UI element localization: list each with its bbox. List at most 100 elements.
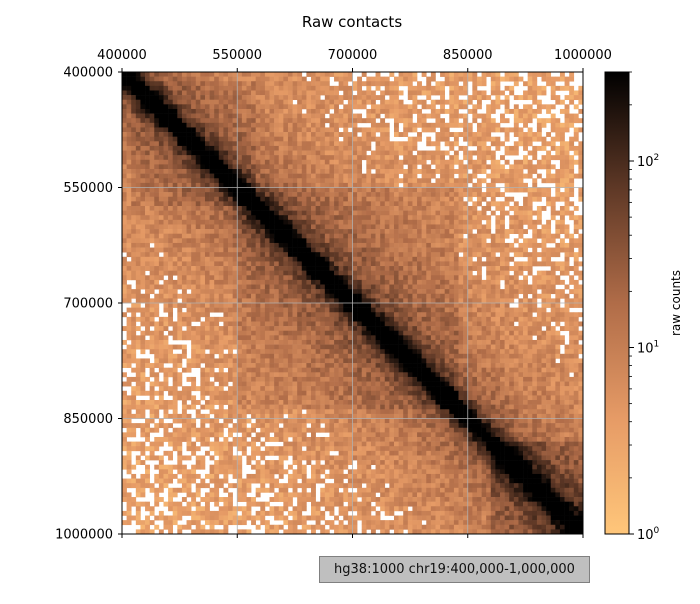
heatmap-cell <box>168 506 174 512</box>
heatmap-cell <box>269 307 275 313</box>
heatmap-cell <box>251 372 256 378</box>
heatmap-cell <box>430 192 436 198</box>
heatmap-cell <box>251 252 256 258</box>
heatmap-cell <box>232 289 238 295</box>
heatmap-cell <box>122 205 127 211</box>
heatmap-cell <box>186 501 192 507</box>
heatmap-cell <box>306 145 312 151</box>
heatmap-cell <box>237 279 243 285</box>
heatmap-cell <box>264 108 270 114</box>
heatmap-cell <box>347 224 353 230</box>
heatmap-cell <box>389 173 395 179</box>
heatmap-cell <box>292 233 298 239</box>
heatmap-cell <box>237 159 243 165</box>
heatmap-cell <box>278 497 284 502</box>
heatmap-cell <box>140 118 146 124</box>
heatmap-cell <box>149 224 155 230</box>
heatmap-cell <box>260 136 266 142</box>
heatmap-cell <box>412 104 418 110</box>
heatmap-cell <box>361 155 367 161</box>
heatmap-cell <box>181 400 187 405</box>
heatmap-cell <box>398 150 404 156</box>
heatmap-cell <box>246 335 252 341</box>
heatmap-cell <box>255 99 261 105</box>
heatmap-cell <box>191 187 197 193</box>
heatmap-cell <box>149 150 155 156</box>
heatmap-cell <box>430 205 436 211</box>
heatmap-cell <box>338 169 344 174</box>
heatmap-cell <box>232 316 238 322</box>
heatmap-cell <box>149 455 155 461</box>
heatmap-cell <box>200 182 206 188</box>
heatmap-cell <box>158 510 164 516</box>
heatmap-cell <box>204 339 210 345</box>
heatmap-cell <box>435 150 441 156</box>
heatmap-cell <box>204 520 210 526</box>
heatmap-cell <box>218 446 224 452</box>
heatmap-cell <box>223 284 229 290</box>
heatmap-cell <box>278 270 284 276</box>
heatmap-cell <box>177 464 183 470</box>
heatmap-cell <box>163 450 169 456</box>
heatmap-cell <box>181 316 187 322</box>
heatmap-cell <box>384 173 390 179</box>
heatmap-cell <box>168 307 174 313</box>
heatmap-cell <box>472 85 478 91</box>
heatmap-cell <box>135 316 141 322</box>
heatmap-cell <box>513 72 519 77</box>
heatmap-cell <box>195 145 201 151</box>
heatmap-cell <box>122 108 127 114</box>
heatmap-cell <box>352 164 358 170</box>
heatmap-cell <box>154 497 160 502</box>
heatmap-cell <box>218 441 224 447</box>
heatmap-cell <box>490 192 496 198</box>
heatmap-cell <box>274 201 280 207</box>
heatmap-cell <box>389 219 395 225</box>
heatmap-cell <box>343 219 349 225</box>
heatmap-cell <box>135 99 141 105</box>
heatmap-cell <box>264 196 270 202</box>
heatmap-cell <box>218 376 224 382</box>
heatmap-cell <box>541 187 547 193</box>
heatmap-cell <box>274 386 280 392</box>
heatmap-cell <box>440 178 445 184</box>
heatmap-cell <box>283 150 289 156</box>
heatmap-cell <box>264 247 270 253</box>
heatmap-cell <box>343 196 349 202</box>
heatmap-cell <box>389 95 395 101</box>
heatmap-cell <box>546 229 552 234</box>
heatmap-cell <box>513 205 519 211</box>
heatmap-cell <box>131 390 137 396</box>
heatmap-cell <box>195 187 201 193</box>
heatmap-cell <box>122 520 127 526</box>
heatmap-cell <box>301 118 307 124</box>
heatmap-cell <box>241 520 247 526</box>
heatmap-cell <box>126 219 132 225</box>
heatmap-cell <box>407 81 413 87</box>
heatmap-cell <box>149 132 155 137</box>
heatmap-cell <box>398 229 404 234</box>
heatmap-cell <box>209 478 215 484</box>
heatmap-cell <box>278 506 284 512</box>
heatmap-cell <box>237 275 243 281</box>
heatmap-cell <box>260 293 266 299</box>
heatmap-cell <box>131 233 137 239</box>
heatmap-cell <box>301 164 307 170</box>
heatmap-cell <box>546 72 552 77</box>
heatmap-cell <box>126 501 132 507</box>
heatmap-cell <box>195 506 201 512</box>
heatmap-cell <box>347 192 353 198</box>
heatmap-cell <box>504 145 510 151</box>
heatmap-cell <box>195 524 201 530</box>
heatmap-cell <box>518 182 524 188</box>
heatmap-cell <box>131 330 137 336</box>
heatmap-cell <box>177 436 183 442</box>
heatmap-cell <box>122 90 127 96</box>
heatmap-cell <box>324 205 330 211</box>
heatmap-cell <box>214 446 220 452</box>
heatmap-cell <box>195 455 201 461</box>
heatmap-cell <box>375 85 381 91</box>
heatmap-cell <box>564 201 570 207</box>
heatmap-cell <box>255 284 261 290</box>
heatmap-cell <box>251 349 256 355</box>
